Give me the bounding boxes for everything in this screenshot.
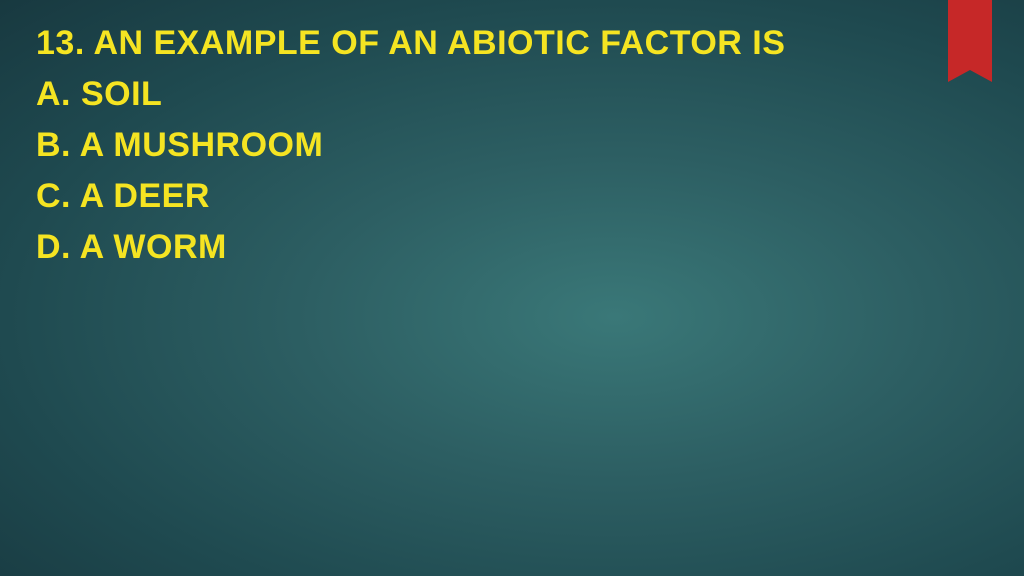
option-b: B. A MUSHROOM (36, 120, 988, 171)
slide-content: 13. AN EXAMPLE OF AN ABIOTIC FACTOR IS A… (36, 18, 988, 273)
question-text: 13. AN EXAMPLE OF AN ABIOTIC FACTOR IS (36, 18, 988, 69)
option-d: D. A WORM (36, 222, 988, 273)
option-c: C. A DEER (36, 171, 988, 222)
option-a: A. SOIL (36, 69, 988, 120)
slide-background: 13. AN EXAMPLE OF AN ABIOTIC FACTOR IS A… (0, 0, 1024, 576)
